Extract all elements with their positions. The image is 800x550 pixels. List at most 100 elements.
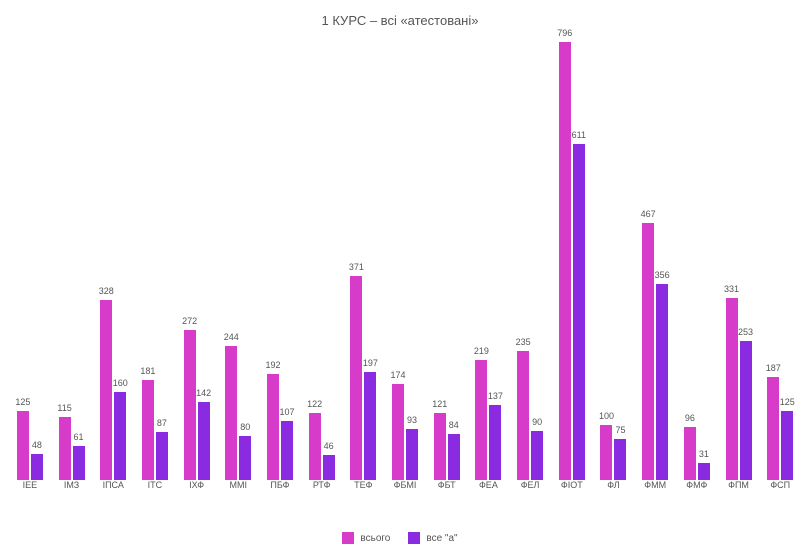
bar-group: 219137 (469, 360, 509, 480)
bar: 125 (17, 411, 29, 480)
bar-value-label: 160 (113, 378, 128, 388)
bar: 356 (656, 284, 668, 480)
bar-value-label: 235 (516, 337, 531, 347)
bar-value-label: 122 (307, 399, 322, 409)
bar-group: 10075 (594, 425, 634, 480)
bar-group: 12246 (302, 413, 342, 480)
bar: 796 (559, 42, 571, 480)
bar: 467 (642, 223, 654, 480)
bar-value-label: 331 (724, 284, 739, 294)
x-axis-label: ММІ (218, 480, 258, 500)
bar-value-label: 192 (265, 360, 280, 370)
x-axis-label: ФБМІ (385, 480, 425, 500)
bar: 197 (364, 372, 376, 480)
chart-container: 1 КУРС – всі «атестовані» 12548115613281… (0, 0, 800, 550)
x-axis-labels: ІЕЕІМЗІПСАІТСІХФММІПБФРТФТЕФФБМІФБТФЕАФЕ… (10, 480, 800, 500)
bar-value-label: 75 (615, 425, 625, 435)
bar: 235 (517, 351, 529, 480)
x-axis-label: РТФ (302, 480, 342, 500)
bar-group: 328160 (93, 300, 133, 480)
bar: 272 (184, 330, 196, 480)
bar-value-label: 253 (738, 327, 753, 337)
bar: 96 (684, 427, 696, 480)
chart-title-text: 1 КУРС – всі «атестовані» (322, 13, 479, 28)
bar: 122 (309, 413, 321, 480)
x-axis-label: ПБФ (260, 480, 300, 500)
x-axis-label: ІЕЕ (10, 480, 50, 500)
bar-group: 467356 (635, 223, 675, 480)
x-axis-label: ІХФ (177, 480, 217, 500)
bar-value-label: 80 (240, 422, 250, 432)
bar: 125 (781, 411, 793, 480)
bar: 61 (73, 446, 85, 480)
x-axis-label: ФБТ (427, 480, 467, 500)
bar-value-label: 90 (532, 417, 542, 427)
plot-area: 1254811561328160181872721422448019210712… (10, 40, 800, 500)
bar-group: 11561 (52, 417, 92, 480)
bar: 90 (531, 431, 543, 481)
bar-value-label: 328 (99, 286, 114, 296)
bar-value-label: 100 (599, 411, 614, 421)
bar-value-label: 107 (279, 407, 294, 417)
bar: 192 (267, 374, 279, 480)
bar-value-label: 137 (488, 391, 503, 401)
bar-group: 192107 (260, 374, 300, 480)
bar-group: 17493 (385, 384, 425, 480)
bar: 107 (281, 421, 293, 480)
bar: 328 (100, 300, 112, 480)
bar: 371 (350, 276, 362, 480)
bar-value-label: 142 (196, 388, 211, 398)
bar: 160 (114, 392, 126, 480)
bar-value-label: 48 (32, 440, 42, 450)
bar-value-label: 187 (766, 363, 781, 373)
bar: 48 (31, 454, 43, 480)
x-axis-label: ІМЗ (52, 480, 92, 500)
bar-value-label: 467 (641, 209, 656, 219)
bar: 219 (475, 360, 487, 480)
bar-group: 24480 (218, 346, 258, 480)
bar: 137 (489, 405, 501, 480)
bar: 46 (323, 455, 335, 480)
bar-value-label: 96 (685, 413, 695, 423)
x-axis-label: ФСП (760, 480, 800, 500)
bar-value-label: 356 (655, 270, 670, 280)
legend-swatch-1 (408, 532, 420, 544)
bar-value-label: 121 (432, 399, 447, 409)
bar-group: 9631 (677, 427, 717, 480)
legend-label-0: всього (360, 533, 390, 544)
bar-value-label: 46 (324, 441, 334, 451)
x-axis-label: ТЕФ (344, 480, 384, 500)
bar-value-label: 87 (157, 418, 167, 428)
bar-value-label: 31 (699, 449, 709, 459)
bar-value-label: 174 (391, 370, 406, 380)
x-axis-label: ФЕА (469, 480, 509, 500)
bar-value-label: 84 (449, 420, 459, 430)
bar-group: 371197 (344, 276, 384, 480)
bar: 174 (392, 384, 404, 480)
bar: 93 (406, 429, 418, 480)
x-axis-label: ІТС (135, 480, 175, 500)
bar-value-label: 181 (140, 366, 155, 376)
bar-value-label: 371 (349, 262, 364, 272)
bar-value-label: 611 (572, 130, 586, 140)
bar-value-label: 125 (780, 397, 795, 407)
bar-value-label: 125 (15, 397, 30, 407)
chart-title: 1 КУРС – всі «атестовані» (0, 0, 800, 30)
bar: 142 (198, 402, 210, 480)
bar: 331 (726, 298, 738, 480)
bar: 75 (614, 439, 626, 480)
x-axis-label: ФІОТ (552, 480, 592, 500)
bar-value-label: 796 (557, 28, 572, 38)
bar: 100 (600, 425, 612, 480)
legend-label-1: все "а" (426, 533, 457, 544)
bar-group: 796611 (552, 42, 592, 480)
bar: 611 (573, 144, 585, 480)
bar: 187 (767, 377, 779, 480)
bar-value-label: 115 (57, 403, 71, 413)
bar-group: 272142 (177, 330, 217, 480)
x-axis-label: ФЕЛ (510, 480, 550, 500)
bar-value-label: 244 (224, 332, 239, 342)
bar-value-label: 219 (474, 346, 489, 356)
bar-group: 18187 (135, 380, 175, 480)
x-axis-label: ФЛ (594, 480, 634, 500)
